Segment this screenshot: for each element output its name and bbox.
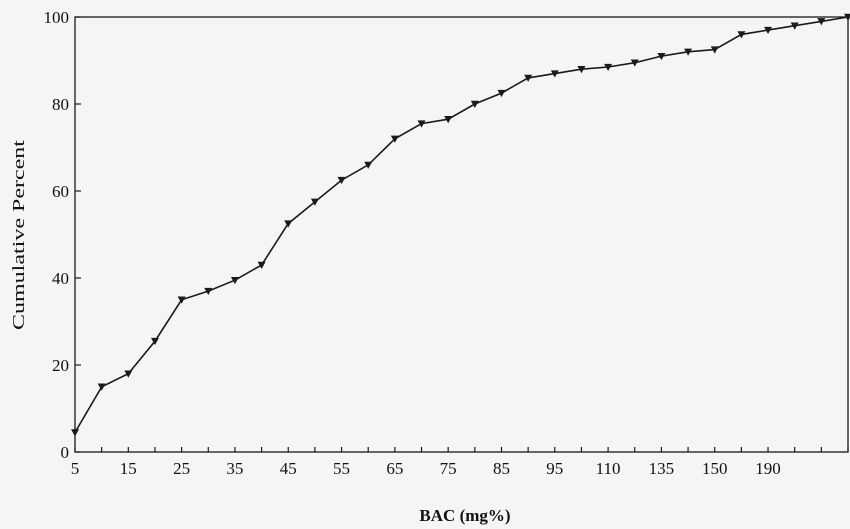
data-point-marker bbox=[550, 70, 559, 78]
x-tick-label: 85 bbox=[493, 459, 510, 478]
data-point-marker bbox=[790, 22, 799, 30]
series-line bbox=[74, 16, 849, 433]
data-point-marker bbox=[657, 52, 666, 61]
x-tick-label: 55 bbox=[333, 459, 350, 478]
data-point-marker bbox=[817, 18, 826, 26]
data-point-marker bbox=[230, 276, 239, 285]
x-tick-label: 45 bbox=[280, 459, 297, 478]
data-point-marker bbox=[310, 198, 319, 206]
y-tick-label: 100 bbox=[44, 8, 70, 27]
data-point-marker bbox=[737, 31, 746, 39]
data-point-marker bbox=[630, 59, 639, 67]
y-axis: 0 20 40 60 80 100 bbox=[44, 8, 81, 462]
x-tick-label: 190 bbox=[755, 459, 781, 478]
data-point-marker bbox=[97, 383, 106, 391]
data-point-marker bbox=[71, 429, 79, 437]
data-point-marker bbox=[497, 89, 506, 98]
data-point-marker bbox=[390, 135, 399, 143]
y-tick-label: 80 bbox=[52, 95, 69, 114]
x-tick-label: 75 bbox=[440, 459, 457, 478]
data-point-marker bbox=[684, 48, 693, 56]
y-axis-title: Cumulative Percent bbox=[9, 140, 28, 330]
y-tick-label: 60 bbox=[52, 182, 69, 201]
data-point-marker bbox=[364, 161, 373, 169]
x-tick-label: 25 bbox=[173, 459, 190, 478]
data-point-marker bbox=[710, 46, 719, 54]
data-point-marker bbox=[604, 63, 613, 72]
data-point-marker bbox=[337, 176, 346, 185]
data-point-marker bbox=[417, 120, 426, 128]
x-tick-label: 110 bbox=[596, 459, 621, 478]
data-points bbox=[71, 13, 850, 437]
plot-frame bbox=[74, 16, 849, 453]
data-point-marker bbox=[124, 370, 133, 378]
data-point-marker bbox=[764, 26, 773, 35]
x-tick-label: 15 bbox=[120, 459, 137, 478]
x-tick-label: 150 bbox=[702, 459, 728, 478]
data-point-marker bbox=[150, 337, 159, 346]
data-point-marker bbox=[844, 13, 850, 21]
data-point-marker bbox=[177, 296, 186, 304]
x-tick-label: 65 bbox=[386, 459, 403, 478]
data-point-marker bbox=[444, 116, 453, 124]
x-axis-title: BAC (mg%) bbox=[419, 506, 510, 525]
data-point-marker bbox=[257, 261, 266, 269]
data-point-marker bbox=[470, 100, 479, 108]
data-point-marker bbox=[284, 220, 293, 228]
x-tick-label: 135 bbox=[649, 459, 675, 478]
data-point-marker bbox=[524, 74, 533, 82]
y-tick-label: 40 bbox=[52, 269, 69, 288]
x-tick-label: 5 bbox=[71, 459, 80, 478]
x-tick-label: 95 bbox=[546, 459, 563, 478]
y-tick-label: 20 bbox=[52, 356, 69, 375]
y-tick-label: 0 bbox=[61, 443, 70, 462]
x-axis: 5 15 25 35 45 55 65 75 85 95 110 135 150 190 bbox=[71, 447, 849, 478]
data-point-marker bbox=[577, 66, 586, 74]
data-point-marker bbox=[204, 287, 213, 296]
x-tick-label: 35 bbox=[226, 459, 243, 478]
